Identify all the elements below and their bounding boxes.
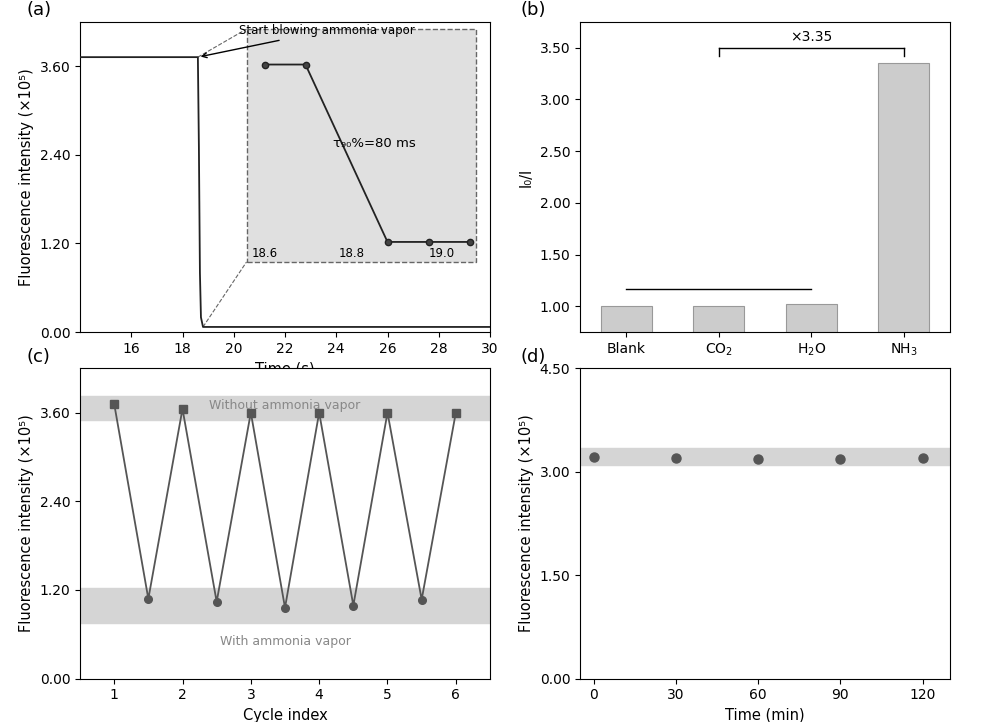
- Y-axis label: Fluorescence intensity (×10⁵): Fluorescence intensity (×10⁵): [519, 414, 534, 632]
- Y-axis label: I₀/I: I₀/I: [519, 168, 534, 186]
- Text: (a): (a): [27, 1, 52, 19]
- Y-axis label: Fluorescence intensity (×10⁵): Fluorescence intensity (×10⁵): [19, 414, 34, 632]
- Bar: [786, 304, 837, 409]
- Text: 18.8: 18.8: [339, 247, 365, 260]
- Y-axis label: Fluorescence intensity (×10⁵): Fluorescence intensity (×10⁵): [19, 68, 34, 286]
- X-axis label: Cycle index: Cycle index: [243, 708, 327, 722]
- Text: ×3.35: ×3.35: [790, 30, 832, 45]
- X-axis label: Time (min): Time (min): [725, 708, 805, 722]
- Bar: [80, 588, 490, 623]
- Text: (d): (d): [521, 348, 546, 366]
- FancyBboxPatch shape: [247, 29, 476, 262]
- Text: 19.0: 19.0: [428, 247, 454, 260]
- Bar: [693, 306, 744, 409]
- Text: Start blowing ammonia vapor: Start blowing ammonia vapor: [202, 24, 415, 58]
- Bar: [878, 63, 929, 409]
- Text: (c): (c): [27, 348, 51, 366]
- Bar: [601, 306, 652, 409]
- Bar: [580, 448, 950, 465]
- Text: τ₉₀%=80 ms: τ₉₀%=80 ms: [333, 137, 416, 150]
- Text: Without ammonia vapor: Without ammonia vapor: [209, 399, 361, 412]
- Text: (b): (b): [521, 1, 546, 19]
- X-axis label: Time (s): Time (s): [255, 362, 315, 376]
- Text: 18.6: 18.6: [251, 247, 278, 260]
- Bar: [80, 396, 490, 420]
- Text: With ammonia vapor: With ammonia vapor: [220, 635, 350, 648]
